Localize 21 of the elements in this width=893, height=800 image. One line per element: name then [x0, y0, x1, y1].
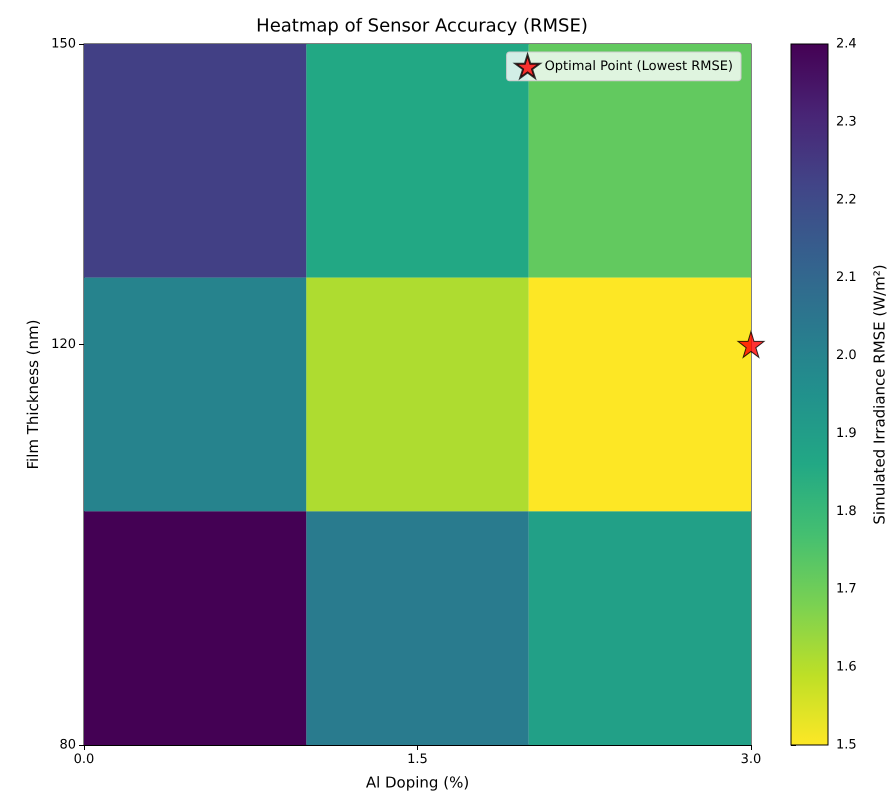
color-bar-label: 2.4: [836, 36, 857, 52]
color-bar-label: 1.8: [836, 504, 857, 519]
color-bar-label: 2.2: [836, 192, 857, 208]
legend-label: Optimal Point (Lowest RMSE): [544, 58, 733, 74]
x-tick-label: 0.0: [74, 752, 94, 767]
chart-title: Heatmap of Sensor Accuracy (RMSE): [256, 16, 588, 36]
y-tick-label: 120: [51, 336, 76, 352]
x-tick-label: 3.0: [740, 752, 762, 767]
x-tick-label: 1.5: [407, 752, 428, 767]
x-axis-title: Al Doping (%): [366, 774, 470, 792]
color-bar-label: 2.0: [836, 348, 857, 364]
color-bar-label: 2.1: [836, 270, 857, 286]
color-bar-label: 1.5: [836, 738, 857, 752]
y-axis-title: Film Thickness (nm): [24, 320, 42, 470]
y-tick-label: 80: [59, 738, 76, 752]
y-tick-label: 150: [51, 36, 76, 52]
color-bar-title: Simulated Irradiance RMSE (W/m²): [870, 264, 888, 525]
color-bar-label: 1.7: [836, 582, 857, 597]
color-bar-label: 1.9: [836, 426, 857, 441]
color-bar-label: 2.3: [836, 114, 857, 130]
color-bar-label: 1.6: [836, 660, 857, 675]
